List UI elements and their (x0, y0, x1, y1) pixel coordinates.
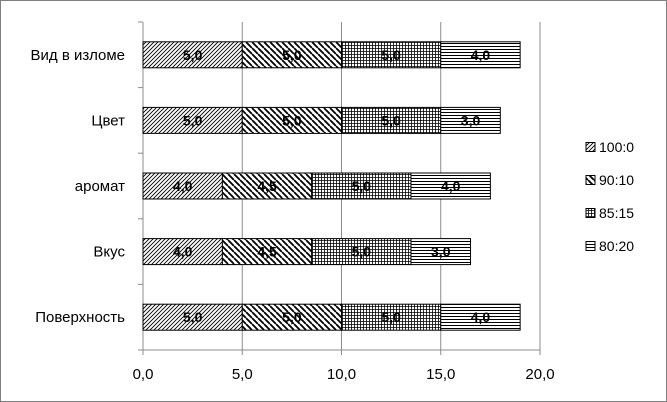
bar-value-label: 5,0 (282, 112, 302, 128)
bar-segment (440, 106, 501, 134)
x-tick-label: 20,0 (525, 366, 554, 383)
bar-segment (241, 106, 342, 134)
category-label: Поверхность (35, 309, 125, 326)
legend-swatch (585, 208, 596, 218)
x-tick-label: 15,0 (426, 366, 455, 383)
bar-value-label: 5,0 (183, 112, 203, 128)
bar-value-label: 4,0 (173, 244, 193, 260)
x-tick-label: 5,0 (232, 366, 253, 383)
category-label: Цвет (91, 112, 125, 129)
bar-segment (241, 303, 342, 331)
bar-value-label: 4,0 (173, 178, 193, 194)
legend-label: 85:15 (599, 205, 634, 221)
bar-value-label: 5,0 (381, 309, 401, 325)
bar-value-label: 5,0 (381, 47, 401, 63)
x-tick-label: 0,0 (133, 366, 154, 383)
legend: 100:0 90:10 85:15 80:20 (585, 139, 634, 254)
category-label: Вкус (93, 244, 125, 261)
bar-value-label: 4,0 (471, 309, 491, 325)
legend-swatch (585, 175, 596, 185)
bar-value-label: 5,0 (183, 309, 203, 325)
bar-value-label: 5,0 (352, 244, 372, 260)
category-label: аромат (75, 178, 125, 195)
bar-value-label: 4,0 (441, 178, 461, 194)
bar-segment (410, 238, 472, 266)
bar-value-label: 5,0 (381, 112, 401, 128)
bar-value-label: 3,0 (431, 244, 451, 260)
bar-segment (221, 172, 313, 200)
bar-value-label: 5,0 (282, 47, 302, 63)
bar-value-label: 4,0 (471, 47, 491, 63)
category-labels: Поверхность Вкус аромат Цвет Вид в изломе (31, 47, 126, 326)
bar-segment (142, 238, 223, 266)
bar-segment (440, 41, 521, 69)
bar-value-label: 5,0 (352, 178, 372, 194)
legend-swatch (585, 241, 596, 251)
category-label: Вид в изломе (31, 47, 125, 64)
bar-segment (440, 303, 521, 331)
bar-segment (142, 172, 223, 200)
legend-swatch (585, 142, 596, 152)
bar-value-label: 5,0 (282, 309, 302, 325)
bar-segment (241, 41, 342, 69)
bar-value-label: 4,5 (257, 178, 277, 194)
bar-segment (221, 238, 313, 266)
legend-label: 90:10 (599, 172, 634, 188)
bars: 5,0 5,0 5,0 4,0 4,0 4,5 5,0 3,0 4,0 4,5 5,0 4,0 5,0 5… (142, 41, 521, 331)
bar-segment (341, 106, 442, 134)
x-tick-labels: 0,0 5,0 10,0 15,0 20,0 (133, 366, 555, 383)
bar-value-label: 3,0 (461, 112, 481, 128)
bar-segment (142, 41, 243, 69)
bar-value-label: 5,0 (183, 47, 203, 63)
x-tick-label: 10,0 (327, 366, 356, 383)
legend-label: 80:20 (599, 238, 634, 254)
bar-segment (410, 172, 491, 200)
bar-value-label: 4,5 (257, 244, 277, 260)
bar-segment (311, 238, 412, 266)
legend-label: 100:0 (599, 139, 634, 155)
